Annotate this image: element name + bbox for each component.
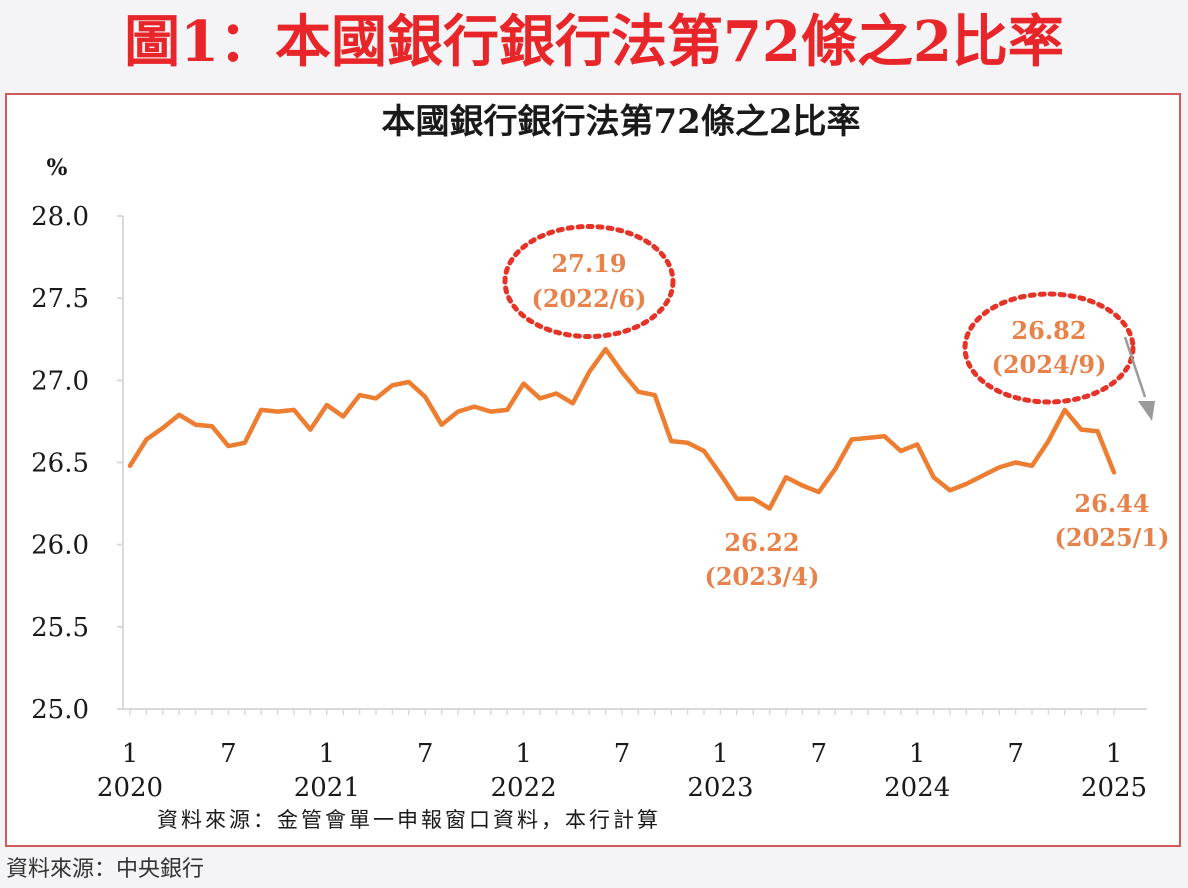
y-tick-label: 25.0 — [31, 695, 89, 725]
chart-frame: 本國銀行銀行法第72條之2比率 % 28.0 27.5 27.0 26.5 26.0 25… — [5, 93, 1181, 847]
x-tick-label-year: 2023 — [687, 773, 753, 803]
y-tick-label: 28.0 — [31, 202, 89, 232]
series-line-group — [127, 346, 1117, 511]
y-tick-label: 26.5 — [31, 449, 89, 479]
x-tick-label-year: 2020 — [97, 773, 163, 803]
y-tick-label: 26.0 — [31, 531, 89, 561]
series-line — [127, 346, 1117, 511]
x-tick-label-month: 7 — [1007, 739, 1024, 769]
x-tick-label-year: 2022 — [491, 773, 557, 803]
x-tick-label-year: 2024 — [884, 773, 950, 803]
x-tick-label-month: 1 — [712, 739, 729, 769]
annotation-value: 26.22 — [724, 528, 799, 557]
x-tick-label-month: 7 — [811, 739, 828, 769]
x-tick-label-month: 7 — [220, 739, 237, 769]
annotation-date: (2022/6) — [532, 284, 647, 313]
x-axis: 1 7 1 7 1 7 1 7 1 7 1 2020 2021 2022 2023 2024 2025 — [97, 708, 1147, 803]
x-tick-label-month: 1 — [1106, 739, 1123, 769]
x-tick-label-month: 1 — [909, 739, 926, 769]
x-tick-label-month: 1 — [122, 739, 139, 769]
trend-arrow-head-icon — [1138, 401, 1155, 421]
x-tick-label-month: 7 — [417, 739, 434, 769]
annotation-date: (2025/1) — [1055, 523, 1170, 552]
annotation-date: (2023/4) — [705, 562, 820, 591]
x-tick-label-month: 1 — [515, 739, 532, 769]
y-tick-label: 27.0 — [31, 366, 89, 396]
trend-arrow-icon — [1123, 336, 1147, 398]
x-tick-label-year: 2025 — [1081, 773, 1147, 803]
chart-title: 本國銀行銀行法第72條之2比率 — [382, 102, 861, 142]
y-axis: 28.0 27.5 27.0 26.5 26.0 25.5 25.0 — [31, 202, 124, 725]
highlight-circle — [502, 224, 676, 339]
x-tick-label-month: 7 — [614, 739, 631, 769]
annotation-value: 27.19 — [551, 249, 626, 278]
page-source: 資料來源：中央銀行 — [6, 857, 205, 882]
annotation-value: 26.44 — [1074, 489, 1149, 518]
x-tick-label-month: 1 — [319, 739, 336, 769]
line-chart: 本國銀行銀行法第72條之2比率 % 28.0 27.5 27.0 26.5 26.0 25… — [31, 102, 1170, 832]
annotation-date: (2024/9) — [992, 350, 1107, 379]
y-axis-unit: % — [47, 155, 68, 181]
y-tick-label: 25.5 — [31, 613, 89, 643]
annotation-value: 26.82 — [1011, 316, 1086, 345]
annotations: 27.19 (2022/6) 26.22 (2023/4) 26.82 (2024/9) 2… — [502, 224, 1170, 591]
highlight-circle — [962, 291, 1136, 405]
chart-source-note: 資料來源：金管會單一申報窗口資料，本行計算 — [157, 808, 661, 832]
x-tick-label-year: 2021 — [294, 773, 360, 803]
y-tick-label: 27.5 — [31, 284, 89, 314]
page-title: 圖1：本國銀行銀行法第72條之2比率 — [124, 9, 1064, 75]
